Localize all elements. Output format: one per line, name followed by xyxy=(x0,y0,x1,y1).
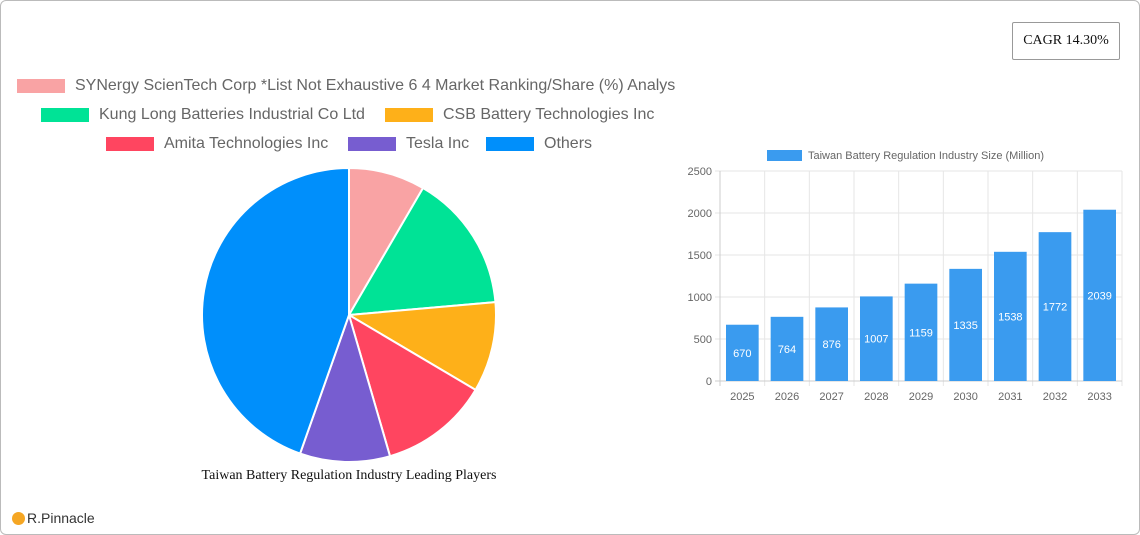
logo-text: R.Pinnacle xyxy=(27,510,95,526)
legend-swatch xyxy=(106,137,154,151)
pie-slice-5[interactable] xyxy=(201,166,350,455)
cagr-badge: CAGR 14.30% xyxy=(1012,22,1120,60)
legend-label: SYNergy ScienTech Corp *List Not Exhaust… xyxy=(75,77,676,94)
legend-item-5[interactable]: Others xyxy=(486,135,592,153)
legend-swatch xyxy=(17,79,65,93)
legend-label: Others xyxy=(544,135,593,152)
legend-label: CSB Battery Technologies Inc xyxy=(443,106,655,123)
legend-swatch xyxy=(385,108,433,122)
legend-swatch xyxy=(348,137,396,151)
legend-item-1[interactable]: Kung Long Batteries Industrial Co Ltd xyxy=(41,106,365,124)
legend-swatch xyxy=(41,108,89,122)
legend-label: Tesla Inc xyxy=(406,135,470,152)
legend-swatch xyxy=(486,137,534,151)
legend-item-2[interactable]: CSB Battery Technologies Inc xyxy=(385,106,654,124)
pie-slice-4[interactable] xyxy=(298,311,392,463)
pie-slice-2[interactable] xyxy=(345,301,497,392)
legend-label: Amita Technologies Inc xyxy=(164,135,329,152)
logo: R.Pinnacle xyxy=(12,510,95,526)
legend-item-4[interactable]: Tesla Inc xyxy=(348,135,469,153)
legend-item-0[interactable]: SYNergy ScienTech Corp *List Not Exhaust… xyxy=(17,77,675,95)
pie-title: Taiwan Battery Regulation Industry Leadi… xyxy=(201,468,497,483)
legend-label: Kung Long Batteries Industrial Co Ltd xyxy=(99,106,365,123)
legend-item-3[interactable]: Amita Technologies Inc xyxy=(106,135,328,153)
logo-icon xyxy=(12,511,25,525)
pie-slice-1[interactable] xyxy=(347,186,497,317)
